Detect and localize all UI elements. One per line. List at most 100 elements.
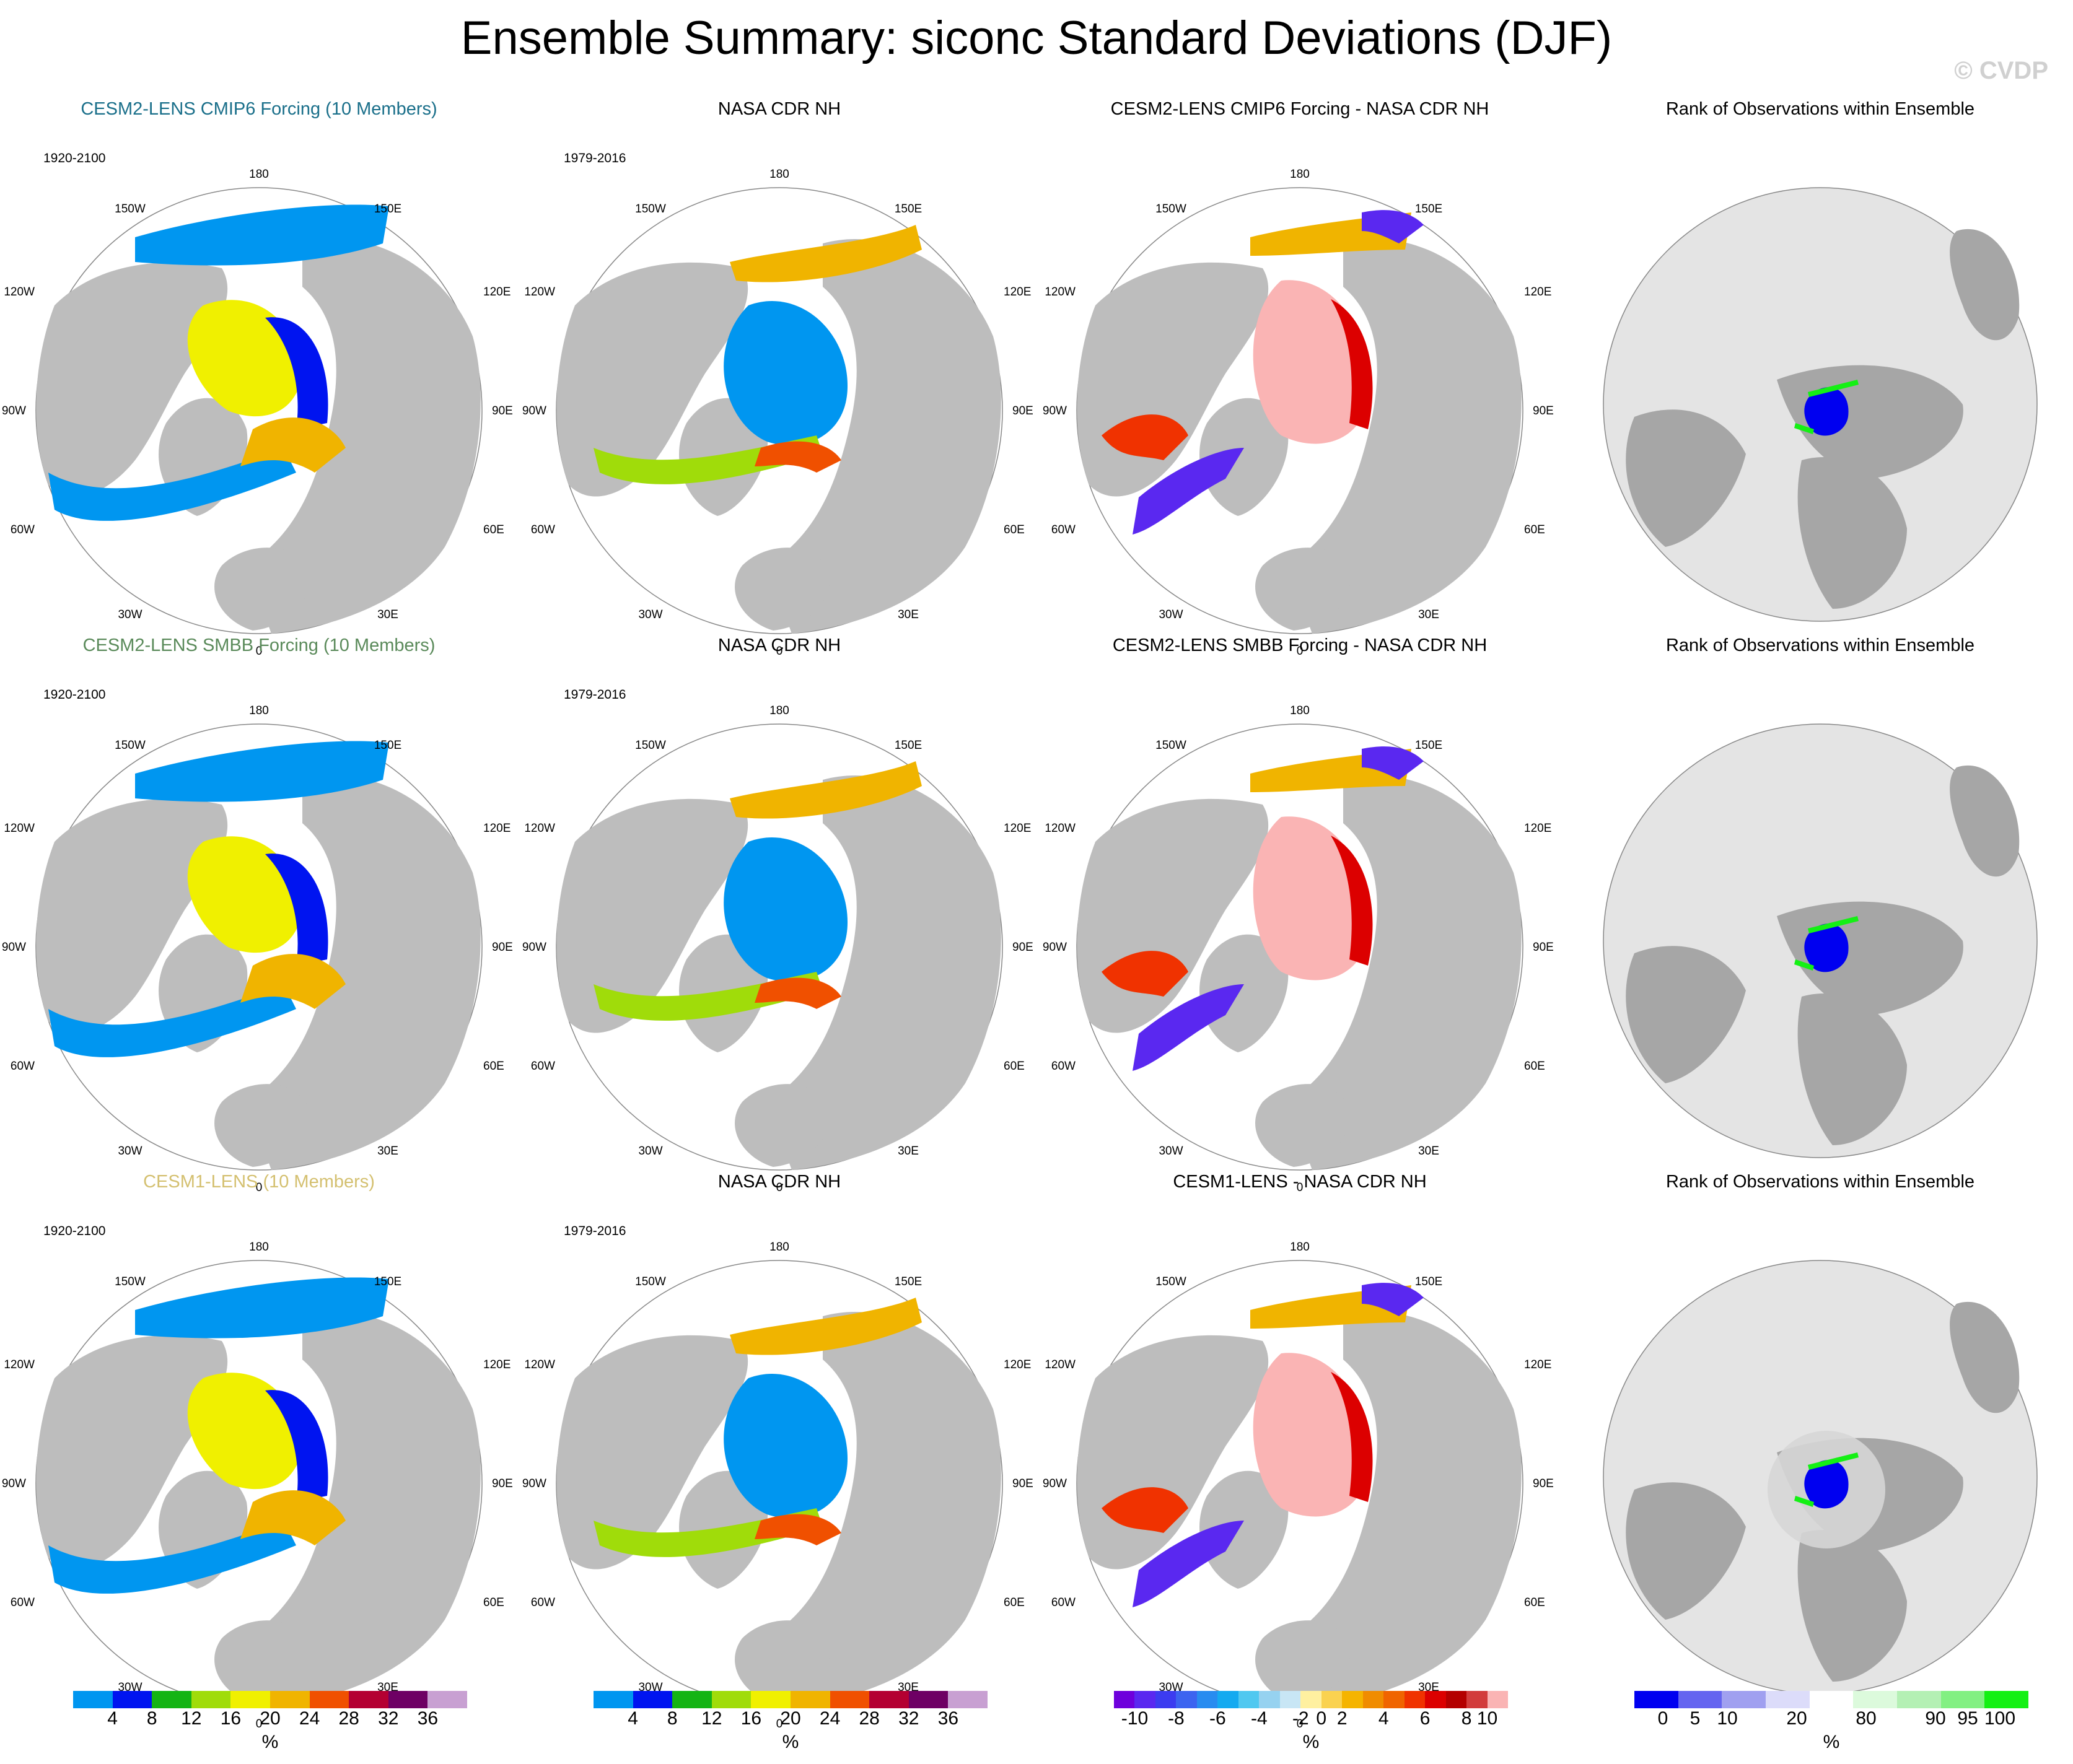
lon-label-esw: 60E [483,523,504,536]
lon-label-sw: 30W [638,1681,662,1694]
polar-map: 180 0 90W 90E 150W 150E 120W 120E 60W 60E 30W 30E [1043,168,1554,658]
colorbar-box [230,1691,271,1708]
colorbar-std: 4 8 12 16 20 24 28 32 36% [73,1691,468,1759]
panel-title: CESM1-LENS (10 Members) [143,1172,375,1192]
lon-label-se: 30E [1418,1145,1439,1158]
colorbar-tick-label: 8 [146,1708,157,1729]
lon-label-wnw: 120W [4,822,35,835]
colorbar-box [388,1691,428,1708]
lon-label-se: 30E [898,1681,919,1694]
lon-label-w: 90W [1043,941,1067,954]
panel-diff-row-3: CESM1-LENS - NASA CDR NH 180 0 90W 90E 150W 15… [1041,1172,1559,1731]
rank-map [1603,1260,2038,1695]
colorbar-tick-label: 36 [937,1708,959,1729]
rank-map [1603,723,2038,1158]
colorbar-tick-label: 20 [780,1708,801,1729]
colorbar-tick-label: 12 [701,1708,722,1729]
lon-label-n: 180 [1290,168,1310,181]
colorbar-box [1404,1691,1426,1708]
lon-label-sw: 30W [638,1145,662,1158]
colorbar-tick-label: 20 [1786,1708,1807,1729]
lon-label-sw: 30W [1159,608,1183,621]
colorbar-box [711,1691,752,1708]
colorbar-tick-label: 10 [1476,1708,1498,1729]
polar-map: 180 0 90W 90E 150W 150E 120W 120E 60W 60E 30W 30E [522,704,1033,1194]
lon-label-wsw: 60W [531,1060,555,1073]
colorbar-box [1984,1691,2029,1708]
lon-label-ene: 120E [1004,1358,1031,1371]
lon-label-se: 30E [377,1145,398,1158]
lon-label-sw: 30W [638,608,662,621]
colorbar-tick-label: 32 [378,1708,399,1729]
colorbar-tick-label: -4 [1250,1708,1268,1729]
cvdp-watermark: © CVDP [1954,57,2048,84]
colorbar-box [1853,1691,1898,1708]
lon-label-ene: 120E [1004,822,1031,835]
lon-label-wsw: 60W [531,1596,555,1609]
panel-title: Rank of Observations within Ensemble [1665,635,1975,655]
panel-model-row-2: CESM2-LENS SMBB Forcing (10 Members) 180 0… [0,635,518,1194]
lon-label-s: 0 [256,1181,263,1194]
colorbar-box [1362,1691,1384,1708]
lon-label-sw: 30W [118,608,142,621]
colorbar-box [1940,1691,1985,1708]
time-period: 1920-2100 [43,151,106,165]
lon-label-ene: 120E [1524,822,1551,835]
colorbar-box [869,1691,909,1708]
colorbar-tick-label: -8 [1168,1708,1185,1729]
lon-label-s: 0 [776,645,783,658]
lon-label-nw: 150W [1155,1275,1186,1288]
colorbar-box [1300,1691,1322,1708]
lon-label-nw: 150W [1155,203,1186,216]
colorbar-unit: % [782,1732,799,1752]
lon-label-ne: 150E [1415,1275,1442,1288]
lon-label-s: 0 [776,1181,783,1194]
colorbar-box [633,1691,673,1708]
lon-label-ne: 150E [374,1275,401,1288]
colorbar-tick-label: 90 [1925,1708,1946,1729]
colorbar-box [1897,1691,1942,1708]
lon-label-wnw: 120W [1045,822,1076,835]
lon-label-esw: 60E [483,1060,504,1073]
colorbar-box [1383,1691,1405,1708]
lon-label-n: 180 [769,704,789,717]
lon-label-w: 90W [522,404,546,417]
lon-label-se: 30E [377,1681,398,1694]
colorbar-box [1487,1691,1509,1708]
colorbar-box [1238,1691,1260,1708]
polar-map: 180 0 90W 90E 150W 150E 120W 120E 60W 60E 30W 30E [522,1241,1033,1731]
colorbar-box [830,1691,870,1708]
lon-label-esw: 60E [1524,1596,1545,1609]
colorbar-unit: % [261,1732,279,1752]
panel-model-row-1: CESM2-LENS CMIP6 Forcing (10 Members) 180… [0,99,518,658]
colorbar-box [672,1691,712,1708]
colorbar-tick-label: 20 [260,1708,281,1729]
colorbar-unit: % [1823,1732,1840,1752]
lon-label-w: 90W [2,1477,26,1490]
panel-title: CESM2-LENS CMIP6 Forcing (10 Members) [81,99,437,119]
colorbar-tick-label: 0 [1657,1708,1668,1729]
colorbar-box [1466,1691,1488,1708]
lon-label-se: 30E [1418,1681,1439,1694]
time-period: 1920-2100 [43,1224,106,1238]
colorbar-box [427,1691,468,1708]
lon-label-w: 90W [2,404,26,417]
lon-label-wnw: 120W [1045,1358,1076,1371]
lon-label-esw: 60E [1524,1060,1545,1073]
colorbar-box [309,1691,349,1708]
panel-title: CESM2-LENS SMBB Forcing - NASA CDR NH [1112,635,1488,655]
lon-label-nw: 150W [115,1275,146,1288]
colorbar-box [73,1691,113,1708]
lon-label-ene: 120E [1524,1358,1551,1371]
lon-label-ene: 120E [483,822,511,835]
lon-label-e: 90E [492,404,513,417]
panel-title: Rank of Observations within Ensemble [1665,1172,1975,1192]
lon-label-ne: 150E [374,739,401,752]
colorbar-box [1425,1691,1447,1708]
lon-label-esw: 60E [1004,523,1025,536]
colorbar-box [349,1691,389,1708]
lon-label-ene: 120E [1524,286,1551,299]
lon-label-nw: 150W [635,739,666,752]
polar-map: 180 0 90W 90E 150W 150E 120W 120E 60W 60E 30W 30E [2,704,513,1194]
colorbar-tick-label: 4 [107,1708,118,1729]
